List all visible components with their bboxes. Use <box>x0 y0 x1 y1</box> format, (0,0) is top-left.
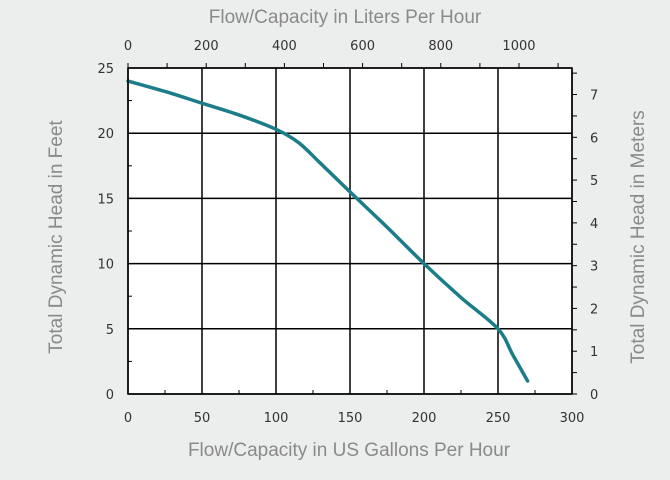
y-tick-label: 15 <box>97 192 114 207</box>
y2-tick-label: 6 <box>590 131 598 146</box>
series-line <box>126 79 530 383</box>
y2-tick-label: 3 <box>590 260 598 275</box>
x2-tick-label: 400 <box>272 39 297 54</box>
x-tick-label: 250 <box>486 411 511 426</box>
x-tick-label: 100 <box>264 411 289 426</box>
y2-tick-label: 5 <box>590 174 598 189</box>
x2-tick-label: 800 <box>428 39 453 54</box>
y-tick-label: 25 <box>97 62 114 77</box>
y-tick-label: 20 <box>97 127 114 142</box>
y2-tick-label: 4 <box>590 217 598 232</box>
minor-ticks <box>127 63 577 395</box>
x2-tick-label: 600 <box>350 39 375 54</box>
right-axis-title: Total Dynamic Head in Meters <box>628 110 649 363</box>
x2-tick-label: 1000 <box>502 39 535 54</box>
x-tick-label: 0 <box>124 411 132 426</box>
x-tick-label: 50 <box>194 411 211 426</box>
bottom-axis-title: Flow/Capacity in US Gallons Per Hour <box>188 440 511 461</box>
y-tick-label: 10 <box>97 258 114 273</box>
plot-frame <box>127 67 573 395</box>
y-tick-label: 5 <box>106 323 114 338</box>
x2-tick-label: 200 <box>194 39 219 54</box>
left-axis-title: Total Dynamic Head in Feet <box>46 120 67 354</box>
top-axis-title: Flow/Capacity in Liters Per Hour <box>209 7 482 28</box>
y2-tick-label: 2 <box>590 302 598 317</box>
x-tick-label: 200 <box>412 411 437 426</box>
y2-tick-label: 7 <box>590 89 598 104</box>
y-tick-label: 0 <box>106 388 114 403</box>
x-tick-label: 150 <box>338 411 363 426</box>
y2-tick-label: 1 <box>590 345 598 360</box>
x2-tick-label: 0 <box>124 39 132 54</box>
y2-tick-label: 0 <box>590 388 598 403</box>
x-tick-label: 300 <box>560 411 585 426</box>
